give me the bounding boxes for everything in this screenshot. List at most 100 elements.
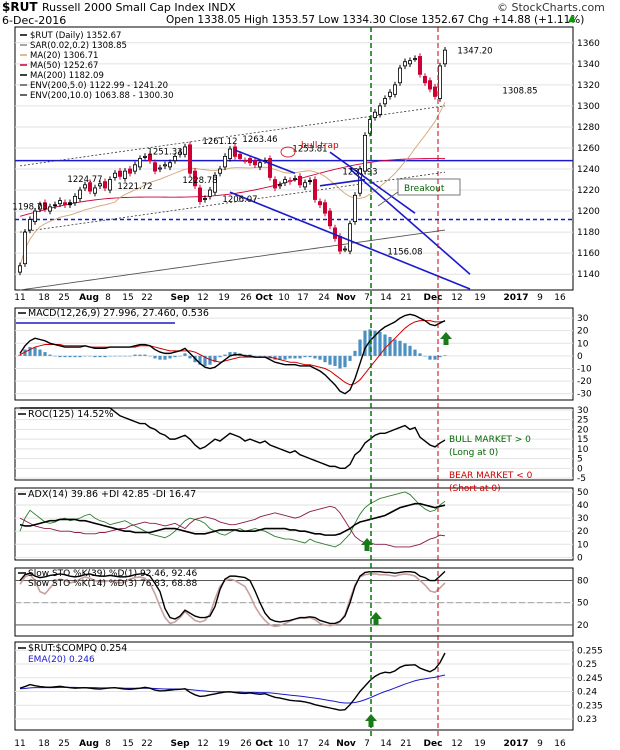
macd-histogram-bar xyxy=(343,355,347,368)
date-label-0-24: 24 xyxy=(318,293,330,303)
candle-body xyxy=(242,160,247,163)
price-label-1: 1224.77 xyxy=(67,175,102,185)
trendline-1 xyxy=(234,149,296,174)
macd-histogram-bar xyxy=(293,355,297,359)
macd-histogram-bar xyxy=(213,355,217,363)
y-tick-0-3: 1200 xyxy=(577,207,600,217)
date-label-0-16: 16 xyxy=(554,293,566,303)
y-tick-3-4: 40 xyxy=(577,501,589,511)
candle-body xyxy=(327,210,332,227)
macd-title: MACD(12,26,9) 27.996, 27.460, 0.536 xyxy=(28,308,209,319)
adx-title: ADX(14) 39.86 +DI 42.85 -DI 16.47 xyxy=(28,489,196,500)
y-tick-0-5: 1240 xyxy=(577,165,600,175)
y-tick-5-1: 0.235 xyxy=(577,701,603,711)
y-tick-1-6: 30 xyxy=(577,314,589,324)
y-tick-5-0: 0.23 xyxy=(577,715,597,725)
date-label-1-10: 10 xyxy=(278,739,290,749)
price-label-5: 1261.12 xyxy=(202,137,237,147)
y-tick-0-2: 1180 xyxy=(577,228,600,238)
candle-body xyxy=(118,170,123,177)
candle-body xyxy=(162,164,167,167)
macd-histogram-bar xyxy=(83,355,87,357)
date-label-0-Dec: Dec xyxy=(424,293,443,303)
price-label-11: 1347.20 xyxy=(457,46,492,56)
macd-histogram-bar xyxy=(408,345,412,356)
up-arrow-ratio-icon xyxy=(365,714,377,727)
candle-body xyxy=(53,204,58,207)
change-arrow-icon: ▲ xyxy=(568,13,576,24)
macd-histogram-bar xyxy=(253,355,257,357)
legend-entry-5: ENV(200,5.0) 1122.99 - 1241.20 xyxy=(30,81,168,91)
candle-body xyxy=(132,164,137,172)
macd-histogram-bar xyxy=(128,355,132,357)
macd-histogram-bar xyxy=(368,329,372,356)
y-tick-0-1: 1160 xyxy=(577,249,600,259)
candle-body xyxy=(137,158,142,168)
y-tick-5-4: 0.25 xyxy=(577,660,597,670)
candle-body xyxy=(187,144,192,174)
price-label-9: 1231.93 xyxy=(342,167,377,177)
trendline-3 xyxy=(319,178,366,187)
macd-histogram-bar xyxy=(158,355,162,360)
price-label-0: 1198.73 xyxy=(12,202,47,212)
candle-body xyxy=(63,202,68,206)
symbol-label: $RUT xyxy=(2,0,38,14)
macd-histogram-bar xyxy=(223,354,227,356)
macd-histogram-bar xyxy=(388,336,392,356)
y-tick-2-0: -5 xyxy=(577,474,586,484)
date-label-0-Aug: Aug xyxy=(79,293,99,303)
candle-body xyxy=(277,184,282,187)
legend-entry-0: $RUT (Daily) 1352.67 xyxy=(30,31,121,41)
macd-histogram-bar xyxy=(413,349,417,356)
date-label-1-7: 7 xyxy=(364,739,370,749)
candle-body xyxy=(177,151,182,155)
price-label-3: 1251.33 xyxy=(147,147,182,157)
y-tick-2-4: 15 xyxy=(577,435,588,445)
candle-body xyxy=(297,175,302,186)
candle-body xyxy=(287,180,292,183)
macd-histogram-bar xyxy=(123,355,127,357)
macd-histogram-bar xyxy=(333,355,337,366)
macd-histogram-bar xyxy=(38,349,42,356)
candle-body xyxy=(22,231,27,265)
macd-histogram-bar xyxy=(208,355,212,365)
y-tick-2-3: 10 xyxy=(577,445,589,455)
minus-di-line xyxy=(19,505,446,548)
candle-body xyxy=(157,167,162,170)
macd-histogram-bar xyxy=(298,355,302,359)
date-label-0-25: 25 xyxy=(58,293,69,303)
y-tick-0-8: 1300 xyxy=(577,102,600,112)
y-tick-4-0: 20 xyxy=(577,621,589,631)
candle-body xyxy=(58,200,63,205)
annotation-breakout: Breakout xyxy=(404,184,445,194)
date-label-1-21: 21 xyxy=(400,739,411,749)
y-tick-0-4: 1220 xyxy=(577,186,600,196)
candle-body xyxy=(222,155,227,168)
candle-body xyxy=(147,153,152,162)
panel-frame-4 xyxy=(14,567,574,637)
macd-histogram-bar xyxy=(403,343,407,356)
y-tick-3-5: 50 xyxy=(577,488,589,498)
y-tick-0-7: 1280 xyxy=(577,123,600,133)
macd-histogram-bar xyxy=(323,355,327,363)
y-tick-0-10: 1340 xyxy=(577,60,600,70)
macd-histogram-bar xyxy=(138,354,142,356)
y-tick-1-2: -10 xyxy=(577,364,592,374)
macd-histogram-bar xyxy=(48,354,52,356)
candle-body xyxy=(232,146,237,157)
candle-body xyxy=(437,65,442,99)
candle-body xyxy=(282,179,287,184)
date-label-1-15: 15 xyxy=(122,739,133,749)
date-label-0-18: 18 xyxy=(38,293,50,303)
y-tick-2-1: 0 xyxy=(577,464,583,474)
macd-histogram-bar xyxy=(168,355,172,359)
macd-histogram-bar xyxy=(63,355,67,358)
macd-histogram-bar xyxy=(218,355,222,358)
date-label-0-14: 14 xyxy=(380,293,392,303)
candle-body xyxy=(33,210,38,223)
macd-histogram-bar xyxy=(328,355,332,365)
macd-histogram-bar xyxy=(363,330,367,356)
candle-body xyxy=(342,248,347,251)
